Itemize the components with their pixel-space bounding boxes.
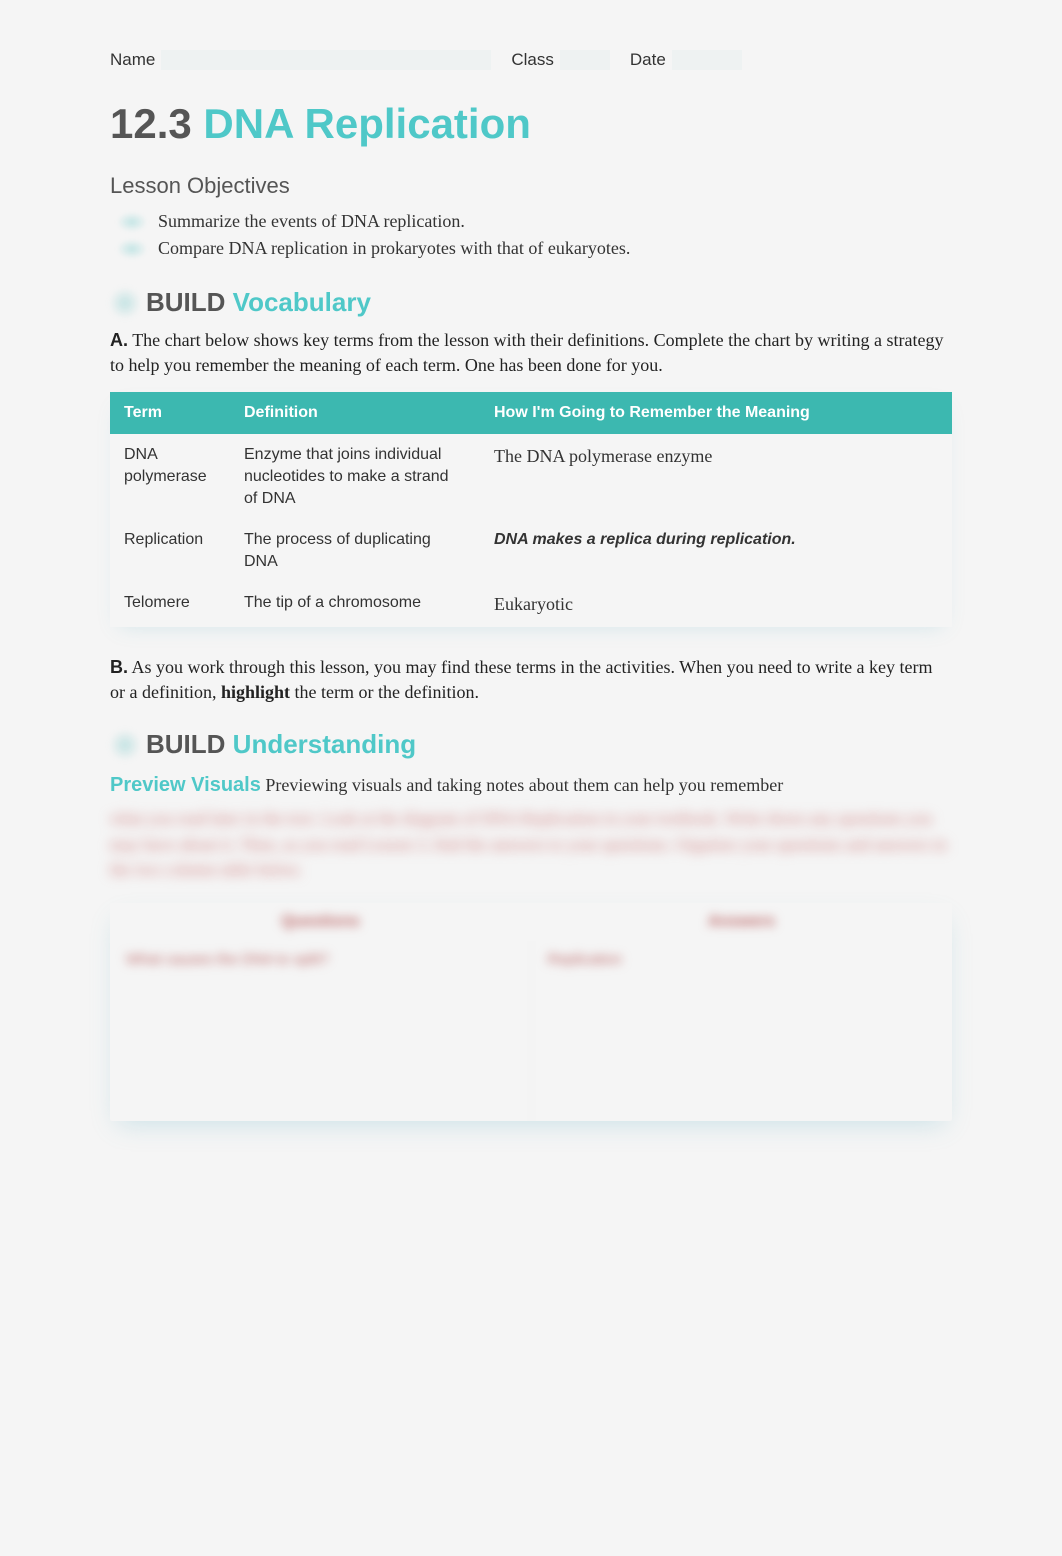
- build-bullet-icon: [110, 730, 140, 760]
- date-input-blank[interactable]: [672, 50, 742, 70]
- col-memory: How I'm Going to Remember the Meaning: [480, 392, 952, 434]
- build-vocabulary-heading: BUILD Vocabulary: [110, 287, 952, 318]
- instruction-b-text-b: the term or the definition.: [290, 682, 479, 702]
- instruction-a-lead: A.: [110, 330, 128, 350]
- objective-item: Compare DNA replication in prokaryotes w…: [110, 238, 952, 259]
- instruction-b-bold: highlight: [221, 682, 290, 702]
- cell-term: Replication: [110, 519, 230, 582]
- build-bullet-icon: [110, 288, 140, 318]
- cell-memory: DNA makes a replica during replication.: [480, 519, 952, 582]
- header-fields: Name Class Date: [110, 50, 952, 70]
- preview-visuals-text: Previewing visuals and taking notes abou…: [265, 775, 783, 795]
- cell-memory[interactable]: Eukaryotic: [480, 582, 952, 626]
- cell-term: Telomere: [110, 582, 230, 626]
- preview-visuals-paragraph: Preview Visuals Previewing visuals and t…: [110, 770, 952, 800]
- lesson-objectives: Lesson Objectives Summarize the events o…: [110, 173, 952, 259]
- blurred-content: what you read later in the text. Look at…: [110, 806, 952, 883]
- objective-text: Summarize the events of DNA replication.: [158, 211, 465, 232]
- col-term: Term: [110, 392, 230, 434]
- objectives-heading: Lesson Objectives: [110, 173, 952, 199]
- name-input-blank[interactable]: [161, 50, 491, 70]
- class-input-blank[interactable]: [560, 50, 610, 70]
- cell-definition: The process of duplicating DNA: [230, 519, 480, 582]
- class-label: Class: [511, 50, 554, 70]
- page-title: 12.3 DNA Replication: [110, 100, 952, 148]
- build-label: BUILD: [146, 287, 225, 317]
- cell-definition: Enzyme that joins individual nucleotides…: [230, 434, 480, 519]
- qa-answer-cell[interactable]: Replication: [532, 941, 953, 1121]
- instruction-b-lead: B.: [110, 657, 128, 677]
- vocabulary-label: Vocabulary: [233, 287, 371, 317]
- qa-table-head: Questions Answers: [110, 903, 952, 941]
- build-label: BUILD: [146, 729, 225, 759]
- bullet-icon: [118, 240, 146, 258]
- table-row: DNA polymerase Enzyme that joins individ…: [110, 434, 952, 519]
- section-title: DNA Replication: [203, 100, 530, 147]
- cell-term: DNA polymerase: [110, 434, 230, 519]
- table-row: Replication The process of duplicating D…: [110, 519, 952, 582]
- bullet-icon: [118, 213, 146, 231]
- cell-definition: The tip of a chromosome: [230, 582, 480, 626]
- qa-question-cell[interactable]: What causes the DNA to split?: [110, 941, 532, 1121]
- instruction-b: B. As you work through this lesson, you …: [110, 655, 952, 705]
- instruction-a-text: The chart below shows key terms from the…: [110, 330, 944, 375]
- instruction-a: A. The chart below shows key terms from …: [110, 328, 952, 378]
- understanding-label: Understanding: [233, 729, 416, 759]
- section-number: 12.3: [110, 100, 192, 147]
- build-understanding-heading: BUILD Understanding: [110, 729, 952, 760]
- objective-text: Compare DNA replication in prokaryotes w…: [158, 238, 630, 259]
- col-definition: Definition: [230, 392, 480, 434]
- qa-col-answers: Answers: [531, 903, 952, 941]
- cell-memory[interactable]: The DNA polymerase enzyme: [480, 434, 952, 519]
- qa-table: Questions Answers What causes the DNA to…: [110, 903, 952, 1121]
- table-row: Telomere The tip of a chromosome Eukaryo…: [110, 582, 952, 626]
- vocabulary-table: Term Definition How I'm Going to Remembe…: [110, 392, 952, 626]
- name-label: Name: [110, 50, 155, 70]
- date-label: Date: [630, 50, 666, 70]
- qa-col-questions: Questions: [110, 903, 531, 941]
- preview-visuals-lead: Preview Visuals: [110, 774, 261, 796]
- qa-table-body: What causes the DNA to split? Replicatio…: [110, 941, 952, 1121]
- objective-item: Summarize the events of DNA replication.: [110, 211, 952, 232]
